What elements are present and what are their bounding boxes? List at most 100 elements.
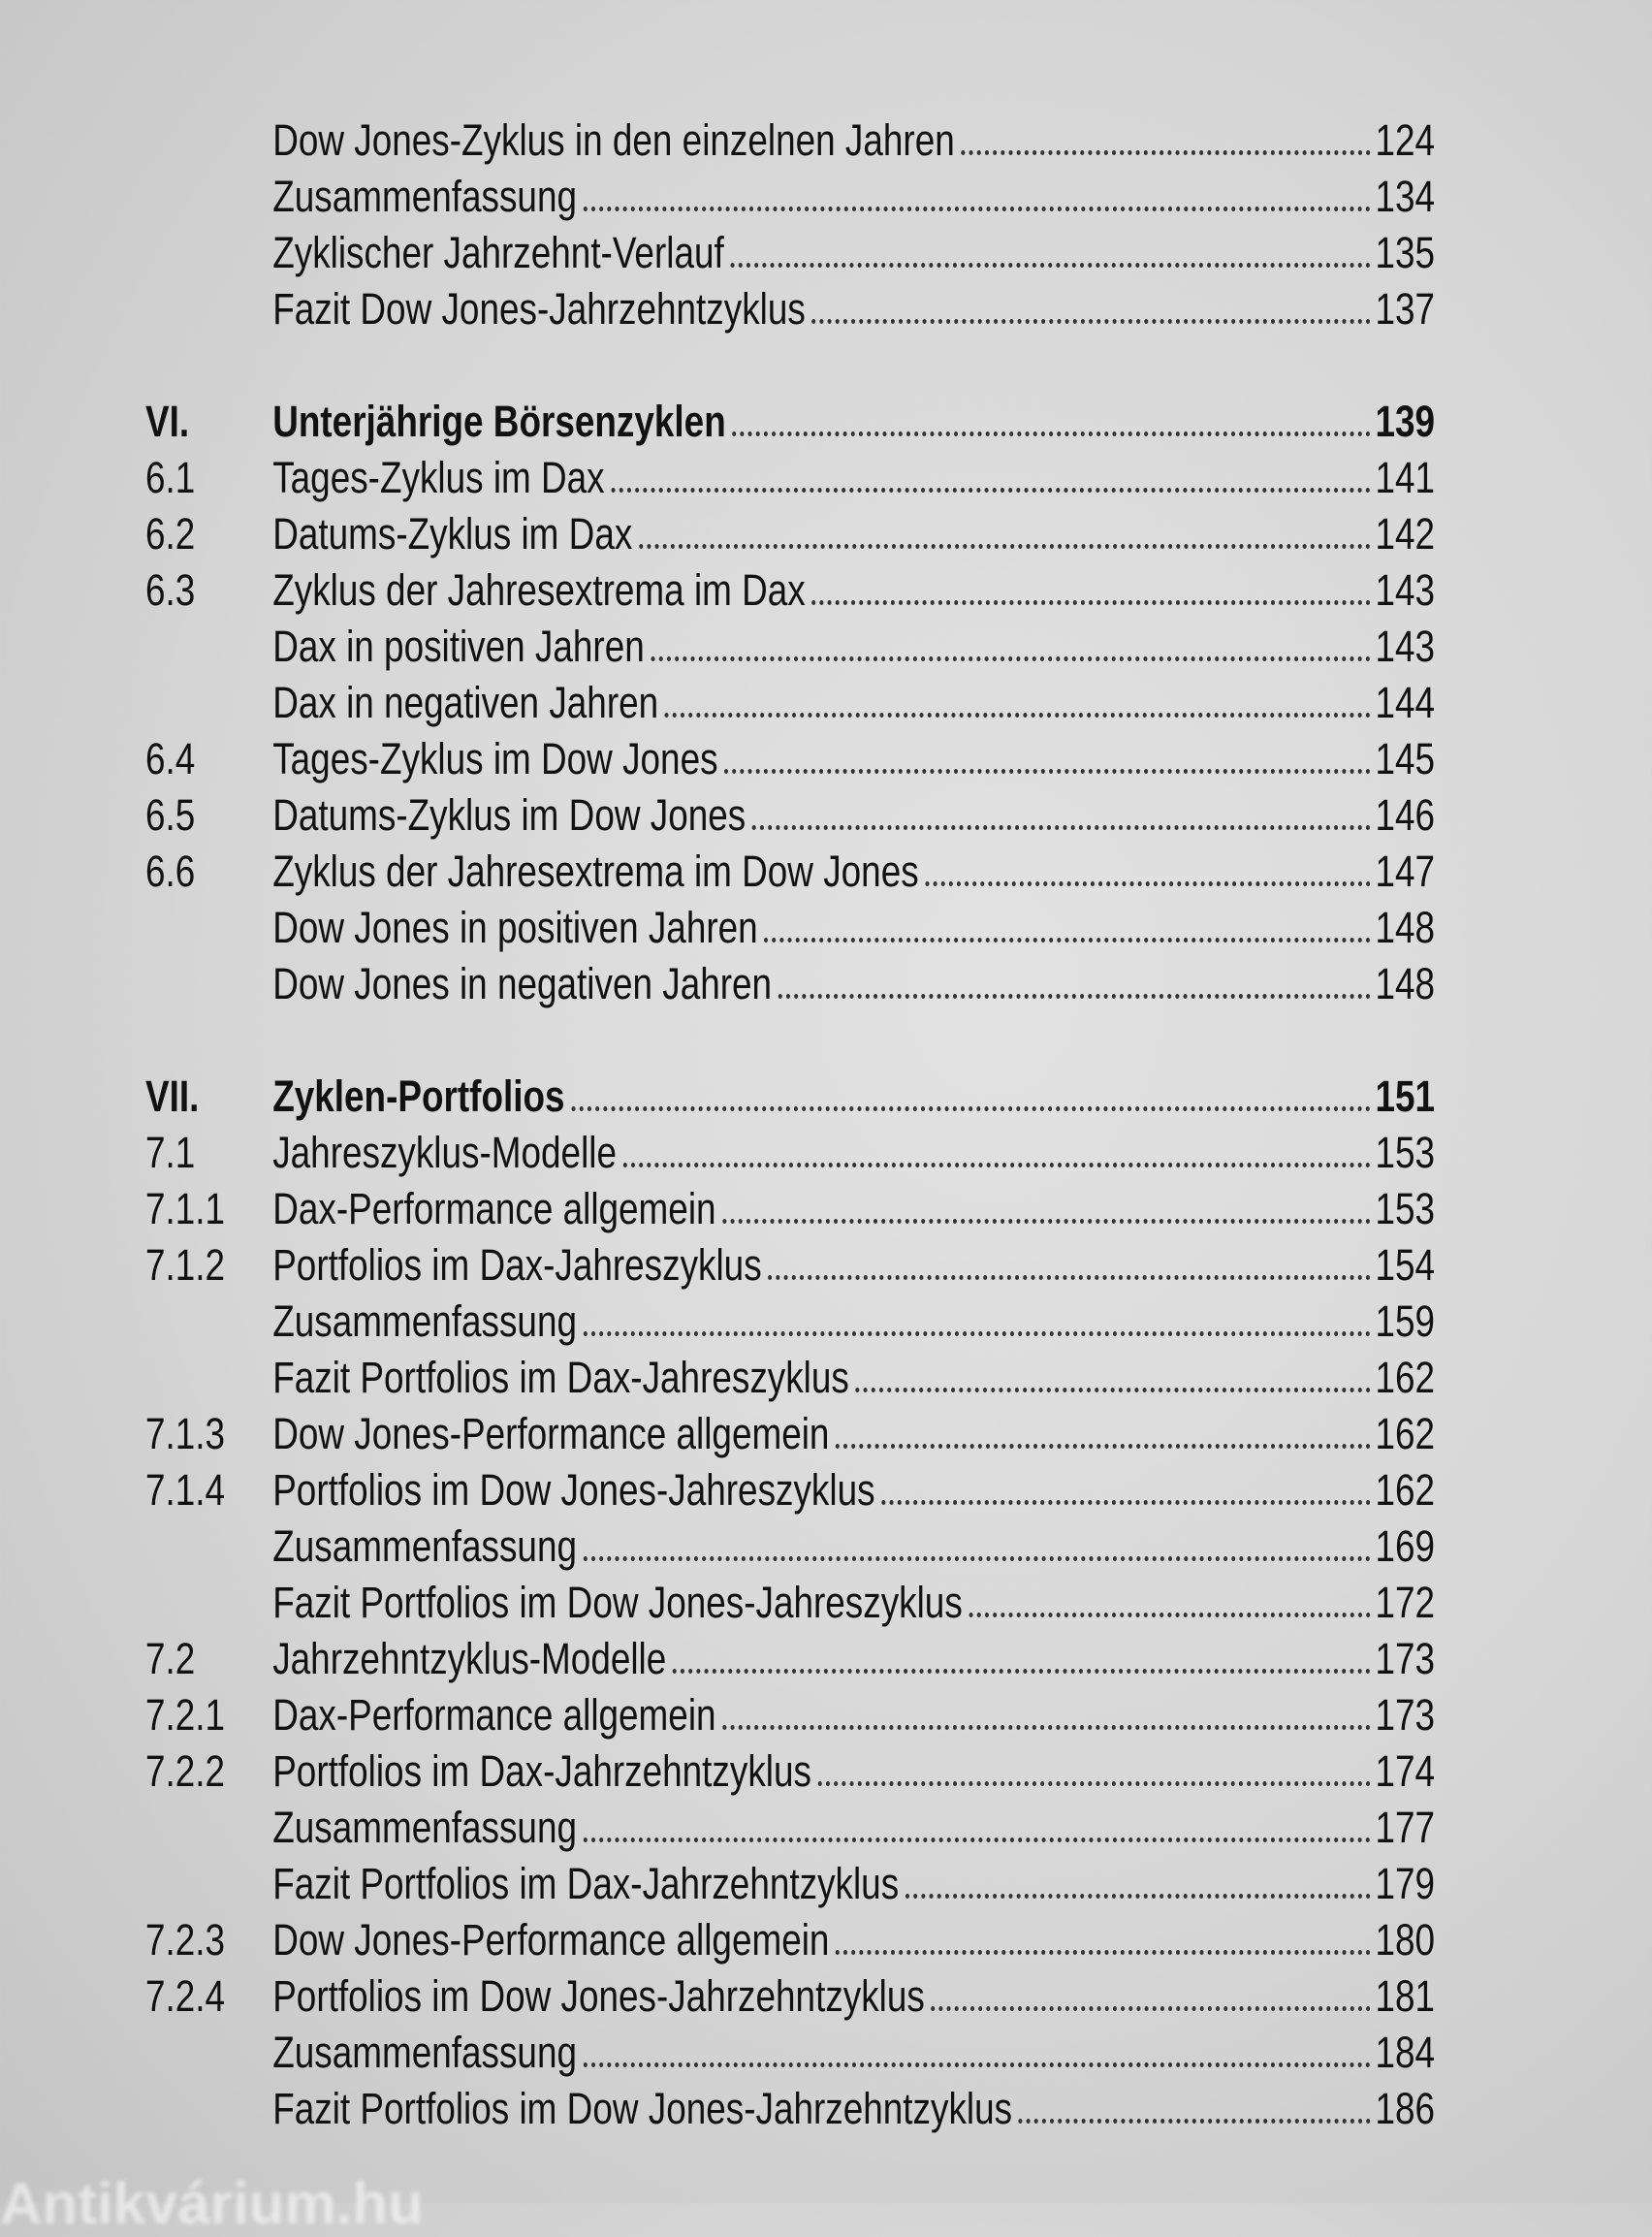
entry-title: Dow Jones in negativen Jahren xyxy=(272,959,773,1008)
toc-entry: 7.1.4 Portfolios im Dow Jones-Jahreszyklu… xyxy=(145,1462,1435,1518)
entry-page: 147 xyxy=(1375,847,1436,896)
entry-number: 6.3 xyxy=(145,565,196,615)
toc-entry: 6.4 Tages-Zyklus im Dow Jones 145 xyxy=(145,731,1435,787)
entry-title: Jahreszyklus-Modelle xyxy=(272,1128,617,1177)
entry-page: 153 xyxy=(1375,1128,1436,1177)
entry-page: 148 xyxy=(1375,959,1436,1008)
toc-entry: 7.2.3 Dow Jones-Performance allgemein 180 xyxy=(145,1912,1435,1968)
entry-title: Zyklischer Jahrzehnt-Verlauf xyxy=(272,228,724,277)
toc-entry: Fazit Dow Jones-Jahrzehntzyklus 137 xyxy=(145,281,1435,337)
entry-title: Zusammenfassung xyxy=(272,2028,578,2077)
entry-page: 162 xyxy=(1375,1465,1436,1515)
section-gap xyxy=(145,337,1435,394)
dot-leader xyxy=(778,994,1371,999)
dot-leader xyxy=(730,263,1371,268)
entry-page: 180 xyxy=(1375,1915,1436,1965)
entry-title: Tages-Zyklus im Dax xyxy=(272,453,605,502)
dot-leader xyxy=(855,1388,1371,1392)
dot-leader xyxy=(583,1331,1371,1336)
entry-title: Dax-Performance allgemein xyxy=(272,1690,716,1740)
toc-entry: 7.2.4 Portfolios im Dow Jones-Jahrzehntzy… xyxy=(145,1968,1435,2025)
toc-entry: Zusammenfassung 184 xyxy=(145,2025,1435,2081)
entry-title: Dax-Performance allgemein xyxy=(272,1184,716,1233)
entry-page: 181 xyxy=(1375,1971,1436,2021)
entry-title: Portfolios im Dow Jones-Jahrzehntzyklus xyxy=(272,1971,925,2021)
toc-entry: 6.6 Zyklus der Jahresextrema im Dow Jones… xyxy=(145,844,1435,900)
entry-number: 7.1.4 xyxy=(145,1465,226,1515)
toc-entry: 7.2.1 Dax-Performance allgemein 173 xyxy=(145,1687,1435,1743)
toc-entry: Dow Jones in positiven Jahren 148 xyxy=(145,900,1435,956)
dot-leader xyxy=(969,1613,1371,1617)
dot-leader xyxy=(583,207,1371,211)
entry-number: 7.2.2 xyxy=(145,1746,226,1796)
entry-number: 7.1.1 xyxy=(145,1184,226,1233)
dot-leader xyxy=(836,1950,1371,1955)
entry-title: Fazit Portfolios im Dow Jones-Jahreszykl… xyxy=(272,1578,963,1627)
toc-entry: Dow Jones in negativen Jahren 148 xyxy=(145,956,1435,1012)
dot-leader xyxy=(583,2062,1371,2067)
entry-page: 174 xyxy=(1375,1746,1436,1796)
toc-entry: Zusammenfassung 177 xyxy=(145,1800,1435,1856)
entry-page: 146 xyxy=(1375,790,1436,840)
entry-page: 169 xyxy=(1375,1521,1436,1571)
entry-page: 134 xyxy=(1375,172,1436,221)
entry-number: 7.1.2 xyxy=(145,1240,226,1290)
entry-title: Datums-Zyklus im Dax xyxy=(272,509,633,559)
toc-entry: Zusammenfassung 159 xyxy=(145,1294,1435,1350)
entry-number: 6.1 xyxy=(145,453,196,502)
entry-number: VI. xyxy=(145,397,190,446)
entry-title: Portfolios im Dow Jones-Jahreszyklus xyxy=(272,1465,875,1515)
dot-leader xyxy=(764,938,1371,943)
dot-leader xyxy=(638,544,1371,549)
entry-page: 143 xyxy=(1375,565,1436,615)
dot-leader xyxy=(651,656,1371,661)
toc-entry: Fazit Portfolios im Dow Jones-Jahreszykl… xyxy=(145,1575,1435,1631)
entry-page: 162 xyxy=(1375,1353,1436,1402)
entry-title: Zusammenfassung xyxy=(272,1521,578,1571)
entry-page: 179 xyxy=(1375,1859,1436,1908)
toc-entry: 7.1.3 Dow Jones-Performance allgemein 162 xyxy=(145,1406,1435,1462)
entry-page: 137 xyxy=(1375,284,1436,334)
entry-title: Zyklen-Portfolios xyxy=(272,1071,565,1121)
entry-number: 7.2.1 xyxy=(145,1690,226,1740)
dot-leader xyxy=(836,1444,1371,1449)
entry-title: Dow Jones-Zyklus in den einzelnen Jahren xyxy=(272,115,955,165)
dot-leader xyxy=(811,319,1371,324)
toc-entry: Zyklischer Jahrzehnt-Verlauf 135 xyxy=(145,225,1435,281)
entry-title: Dax in negativen Jahren xyxy=(272,678,659,727)
entry-title: Zyklus der Jahresextrema im Dax xyxy=(272,565,806,615)
entry-page: 142 xyxy=(1375,509,1436,559)
entry-page: 151 xyxy=(1375,1071,1436,1121)
entry-title: Zusammenfassung xyxy=(272,172,578,221)
dot-leader xyxy=(622,1163,1371,1167)
entry-number: VII. xyxy=(145,1071,200,1121)
entry-page: 173 xyxy=(1375,1690,1436,1740)
toc-entry: Zusammenfassung 169 xyxy=(145,1518,1435,1575)
dot-leader xyxy=(611,488,1371,493)
dot-leader xyxy=(768,1275,1371,1280)
dot-leader xyxy=(583,1838,1371,1842)
dot-leader xyxy=(722,1219,1371,1224)
watermark: Antikvárium.hu xyxy=(0,2171,424,2236)
entry-title: Dow Jones-Performance allgemein xyxy=(272,1915,830,1965)
entry-page: 154 xyxy=(1375,1240,1436,1290)
entry-page: 135 xyxy=(1375,228,1436,277)
toc-entry: 6.3 Zyklus der Jahresextrema im Dax 143 xyxy=(145,562,1435,619)
table-of-contents: Dow Jones-Zyklus in den einzelnen Jahren… xyxy=(145,112,1435,2137)
entry-page: 177 xyxy=(1375,1803,1436,1852)
toc-entry: 7.2 Jahrzehntzyklus-Modelle 173 xyxy=(145,1631,1435,1687)
dot-leader xyxy=(583,1556,1371,1561)
entry-page: 172 xyxy=(1375,1578,1436,1627)
dot-leader xyxy=(751,825,1371,830)
entry-title: Portfolios im Dax-Jahrzehntzyklus xyxy=(272,1746,811,1796)
entry-page: 173 xyxy=(1375,1634,1436,1683)
toc-entry: 6.1 Tages-Zyklus im Dax 141 xyxy=(145,450,1435,506)
entry-page: 186 xyxy=(1375,2084,1436,2133)
dot-leader xyxy=(905,1894,1371,1899)
entry-title: Zusammenfassung xyxy=(272,1296,578,1346)
entry-number: 6.2 xyxy=(145,509,196,559)
toc-entry: Dax in positiven Jahren 143 xyxy=(145,619,1435,675)
toc-entry: Fazit Portfolios im Dax-Jahreszyklus 162 xyxy=(145,1350,1435,1406)
entry-number: 7.2.3 xyxy=(145,1915,226,1965)
toc-entry: Zusammenfassung 134 xyxy=(145,169,1435,225)
